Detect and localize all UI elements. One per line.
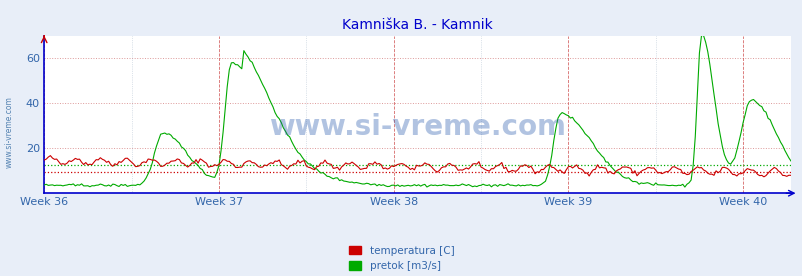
Title: Kamniška B. - Kamnik: Kamniška B. - Kamnik [342,18,492,32]
Text: www.si-vreme.com: www.si-vreme.com [5,97,14,168]
Legend: temperatura [C], pretok [m3/s]: temperatura [C], pretok [m3/s] [348,246,454,271]
Text: www.si-vreme.com: www.si-vreme.com [269,113,565,141]
